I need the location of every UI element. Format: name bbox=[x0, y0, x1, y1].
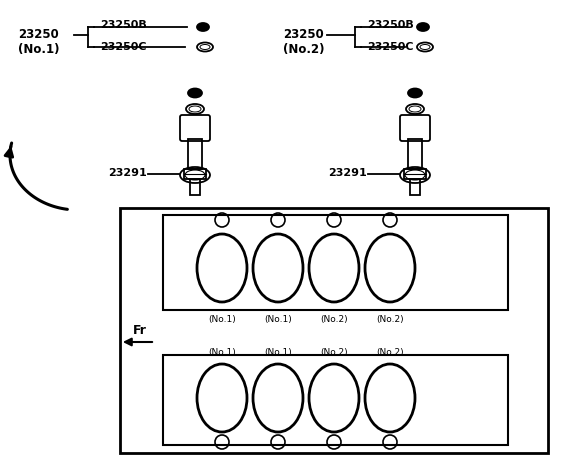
Text: 23291: 23291 bbox=[108, 168, 147, 178]
Text: (No.1): (No.1) bbox=[264, 315, 292, 324]
Text: Fr: Fr bbox=[133, 323, 147, 337]
Text: (No.2): (No.2) bbox=[376, 348, 404, 357]
Text: (No.2): (No.2) bbox=[320, 348, 348, 357]
Bar bbox=[190, 179, 200, 195]
Text: 23250C: 23250C bbox=[100, 42, 146, 52]
Ellipse shape bbox=[197, 23, 209, 31]
Text: 23250B: 23250B bbox=[100, 20, 147, 30]
Ellipse shape bbox=[417, 23, 429, 31]
Text: 23250C: 23250C bbox=[367, 42, 414, 52]
Bar bbox=[188, 139, 202, 169]
Bar bbox=[184, 169, 206, 179]
Text: 23250B: 23250B bbox=[367, 20, 414, 30]
Text: (No.2): (No.2) bbox=[376, 315, 404, 324]
Text: (No.1): (No.1) bbox=[208, 348, 236, 357]
Bar bbox=[163, 215, 508, 310]
Bar bbox=[120, 208, 548, 453]
Text: 23250
(No.1): 23250 (No.1) bbox=[18, 28, 59, 56]
Text: 23291: 23291 bbox=[328, 168, 367, 178]
Bar bbox=[408, 139, 422, 169]
Bar bbox=[404, 169, 426, 179]
Ellipse shape bbox=[188, 88, 202, 98]
Text: (No.2): (No.2) bbox=[320, 315, 348, 324]
Text: (No.1): (No.1) bbox=[208, 315, 236, 324]
Text: 23250
(No.2): 23250 (No.2) bbox=[283, 28, 324, 56]
Ellipse shape bbox=[408, 88, 422, 98]
Bar bbox=[163, 355, 508, 445]
Bar bbox=[410, 179, 420, 195]
Text: (No.1): (No.1) bbox=[264, 348, 292, 357]
